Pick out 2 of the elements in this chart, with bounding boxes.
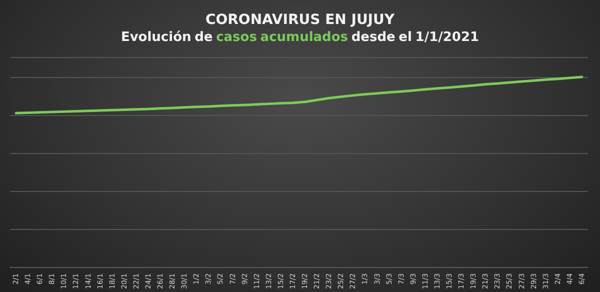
chart-title: CORONAVIRUS EN JUJUY — [205, 12, 396, 28]
chart-subtitle: Evolución de casos acumulados desde el 1/1/2021 — [120, 30, 480, 45]
